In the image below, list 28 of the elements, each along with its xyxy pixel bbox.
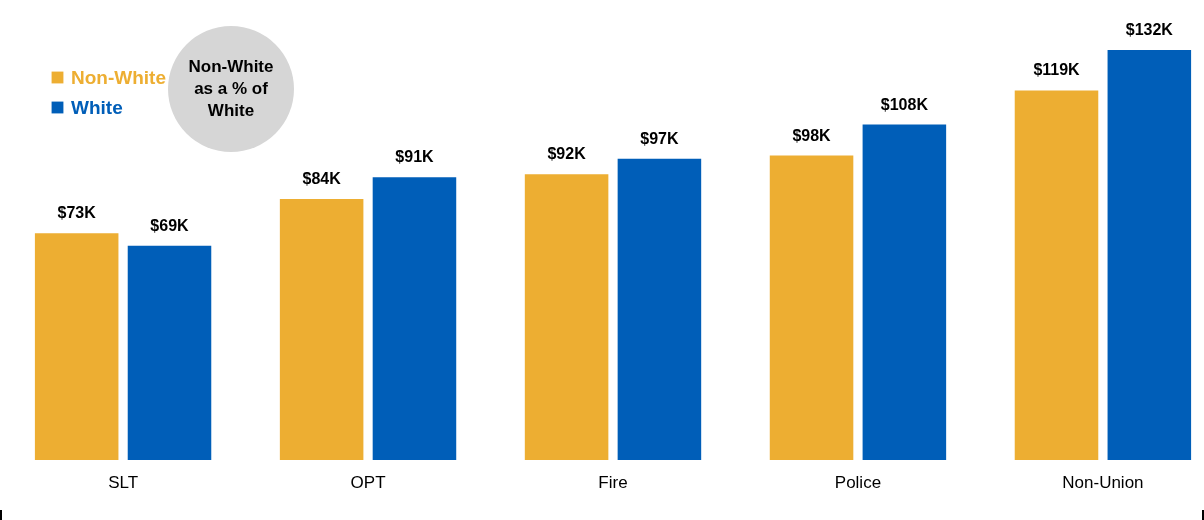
legend-label: Non-White [71, 66, 166, 88]
data-label: $69K [150, 216, 190, 234]
bar [1014, 90, 1099, 460]
bar [372, 177, 457, 460]
bar [769, 155, 854, 460]
data-label: $91K [395, 148, 435, 166]
data-label: $92K [547, 145, 587, 163]
bar [862, 124, 947, 460]
bar [1107, 50, 1192, 460]
bar [34, 233, 119, 460]
data-label: $98K [792, 126, 832, 144]
x-tick-label: Non-Union [1062, 472, 1144, 492]
data-label: $132K [1125, 21, 1174, 38]
x-tick-label: OPT [350, 472, 386, 492]
x-tick-label: Fire [598, 472, 628, 492]
data-label: $119K [1033, 61, 1081, 79]
bar [279, 199, 364, 460]
data-label: $84K [302, 170, 342, 188]
x-tick-label: SLT [108, 472, 139, 492]
bar [617, 158, 702, 460]
data-label: $73K [57, 204, 97, 222]
annotation: Non-White as a % of White [187, 56, 275, 122]
bar [524, 174, 609, 460]
x-tick-label: Police [834, 472, 882, 492]
data-label: $108K [880, 95, 929, 113]
data-label: $97K [640, 129, 679, 147]
bar [127, 245, 212, 460]
legend-label: White [71, 96, 123, 118]
